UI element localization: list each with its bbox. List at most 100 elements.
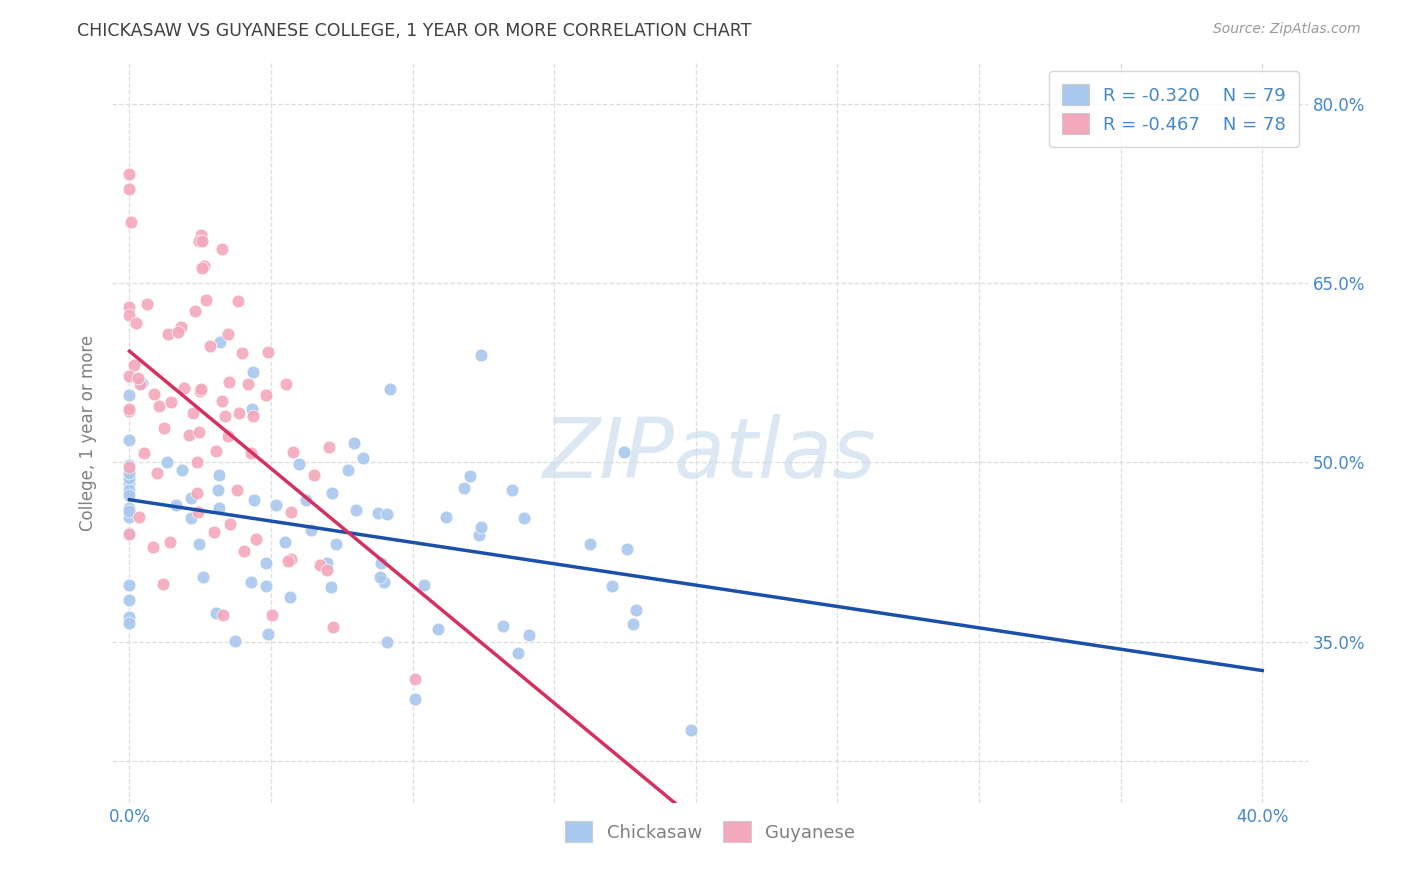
Point xyxy=(180,511,202,525)
Point xyxy=(205,444,228,458)
Point xyxy=(470,520,492,534)
Point xyxy=(458,469,481,483)
Point xyxy=(344,503,367,517)
Point xyxy=(219,517,242,532)
Point xyxy=(118,500,141,515)
Point xyxy=(118,182,141,196)
Point xyxy=(156,455,179,469)
Point xyxy=(165,498,187,512)
Point xyxy=(245,532,267,546)
Point xyxy=(166,325,188,339)
Point xyxy=(184,303,207,318)
Point xyxy=(159,534,181,549)
Point xyxy=(160,395,183,409)
Point xyxy=(367,506,389,520)
Point xyxy=(624,603,647,617)
Point xyxy=(579,537,602,551)
Point xyxy=(242,409,264,423)
Point xyxy=(118,592,141,607)
Point xyxy=(277,554,299,568)
Point xyxy=(118,510,141,524)
Point xyxy=(278,590,301,604)
Point xyxy=(434,510,457,524)
Point xyxy=(191,235,214,249)
Point xyxy=(256,627,278,641)
Point xyxy=(681,723,703,737)
Point xyxy=(228,406,250,420)
Point xyxy=(191,570,214,584)
Point xyxy=(470,348,492,362)
Point xyxy=(321,486,343,500)
Point xyxy=(602,579,624,593)
Point xyxy=(131,376,153,390)
Point xyxy=(613,445,636,459)
Point xyxy=(170,462,193,476)
Point xyxy=(118,476,141,491)
Point xyxy=(280,505,302,519)
Point xyxy=(239,574,262,589)
Point xyxy=(194,293,217,307)
Point xyxy=(231,346,253,360)
Point xyxy=(240,402,263,417)
Point xyxy=(260,607,283,622)
Point xyxy=(207,483,229,497)
Point xyxy=(211,607,233,622)
Point xyxy=(132,446,155,460)
Point xyxy=(375,635,398,649)
Legend: Chickasaw, Guyanese: Chickasaw, Guyanese xyxy=(558,814,862,849)
Point xyxy=(193,259,215,273)
Point xyxy=(118,578,141,592)
Point xyxy=(186,455,208,469)
Point xyxy=(190,382,212,396)
Point xyxy=(226,483,249,498)
Text: CHICKASAW VS GUYANESE COLLEGE, 1 YEAR OR MORE CORRELATION CHART: CHICKASAW VS GUYANESE COLLEGE, 1 YEAR OR… xyxy=(77,22,752,40)
Point xyxy=(238,376,260,391)
Point xyxy=(118,527,141,541)
Point xyxy=(156,327,179,342)
Point xyxy=(188,234,211,248)
Point xyxy=(513,511,536,525)
Point xyxy=(127,371,149,385)
Point xyxy=(118,459,141,474)
Point xyxy=(198,339,221,353)
Point xyxy=(616,542,638,557)
Point xyxy=(274,534,297,549)
Point xyxy=(264,498,287,512)
Point xyxy=(226,294,249,309)
Point xyxy=(207,501,229,516)
Point xyxy=(337,463,360,477)
Point xyxy=(118,300,141,314)
Point xyxy=(232,543,254,558)
Point xyxy=(118,616,141,631)
Point xyxy=(125,316,148,330)
Point xyxy=(179,428,201,442)
Point xyxy=(118,610,141,624)
Point xyxy=(413,577,436,591)
Point xyxy=(316,556,339,570)
Point xyxy=(375,508,398,522)
Point xyxy=(325,537,347,551)
Point xyxy=(173,381,195,395)
Y-axis label: College, 1 year or more: College, 1 year or more xyxy=(79,334,97,531)
Point xyxy=(118,483,141,497)
Point xyxy=(214,409,236,424)
Point xyxy=(118,488,141,502)
Point xyxy=(316,563,339,577)
Point xyxy=(152,421,174,435)
Point xyxy=(180,491,202,506)
Point xyxy=(322,620,344,634)
Point xyxy=(118,471,141,485)
Point xyxy=(218,375,240,389)
Point xyxy=(283,445,305,459)
Point xyxy=(242,365,264,379)
Point xyxy=(453,481,475,495)
Point xyxy=(501,483,523,497)
Point xyxy=(240,446,263,460)
Point xyxy=(202,524,225,539)
Point xyxy=(508,646,530,660)
Point xyxy=(118,458,141,473)
Point xyxy=(190,228,212,243)
Point xyxy=(256,345,278,359)
Text: ZIPatlas: ZIPatlas xyxy=(543,414,877,495)
Point xyxy=(368,570,391,584)
